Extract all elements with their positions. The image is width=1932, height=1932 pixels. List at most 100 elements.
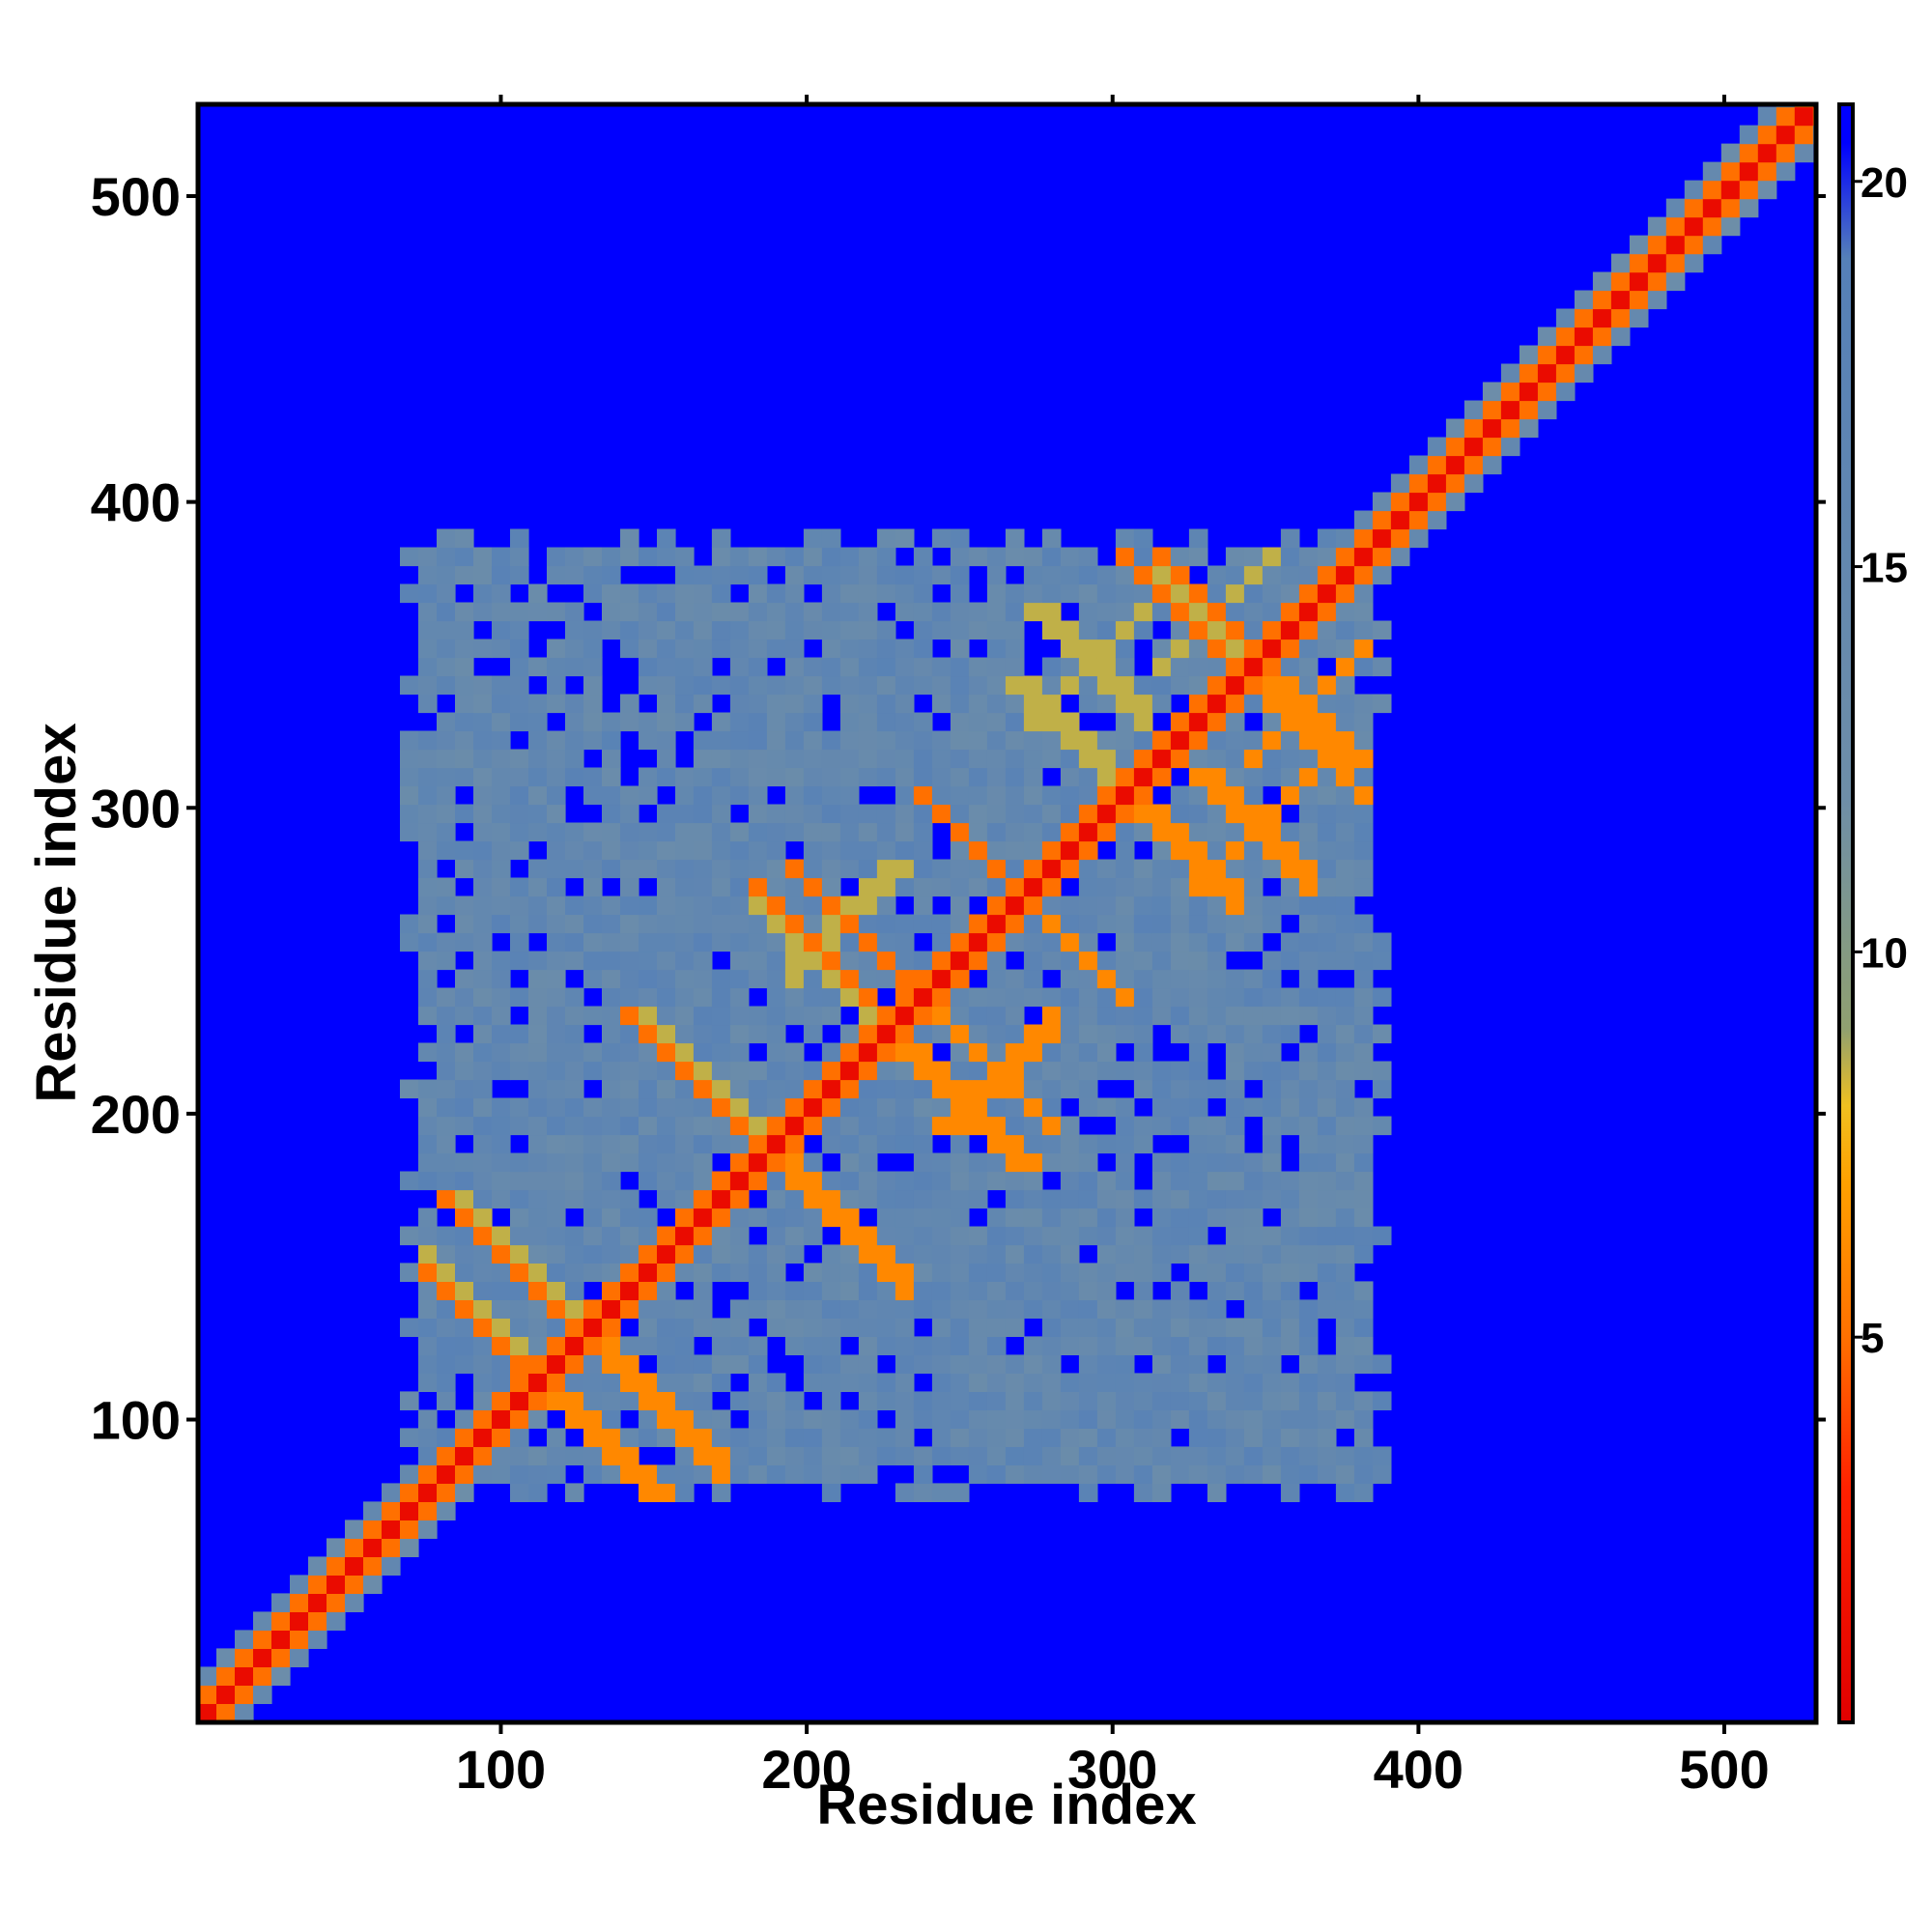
heatmap-cell (913, 1281, 933, 1300)
heatmap-cell (547, 1134, 566, 1154)
heatmap-cell (583, 1428, 603, 1447)
heatmap-cell (602, 969, 621, 989)
heatmap-cell (1207, 1189, 1227, 1209)
heatmap-cell (693, 620, 713, 640)
heatmap-cell (931, 602, 952, 622)
heatmap-cell (766, 1134, 786, 1154)
heatmap-cell (565, 1152, 584, 1173)
heatmap-cell (1317, 547, 1337, 567)
heatmap-cell (602, 1281, 621, 1300)
heatmap-cell (913, 1042, 933, 1063)
heatmap-cell (803, 932, 823, 952)
heatmap-cell (950, 1189, 970, 1209)
heatmap-cell (1207, 639, 1227, 659)
heatmap-cell (1317, 951, 1337, 971)
heatmap-cell (308, 1611, 327, 1631)
heatmap-cell (1023, 1428, 1043, 1447)
heatmap-cell (1262, 1263, 1282, 1282)
heatmap-cell (1335, 987, 1355, 1008)
heatmap-cell (1335, 730, 1355, 751)
heatmap-cell (729, 767, 750, 787)
heatmap-cell (1739, 125, 1759, 145)
heatmap-cell (528, 1116, 548, 1136)
heatmap-cell (711, 895, 731, 916)
heatmap-cell (821, 987, 841, 1008)
heatmap-cell (876, 1373, 896, 1392)
heatmap-cell (437, 1079, 456, 1099)
heatmap-cell (1096, 1134, 1117, 1154)
heatmap-cell (437, 602, 456, 622)
heatmap-cell (803, 804, 823, 824)
heatmap-cell (766, 712, 786, 732)
heatmap-cell (1115, 528, 1135, 549)
heatmap-cell (1317, 712, 1337, 732)
heatmap-cell (510, 712, 529, 732)
heatmap-cell (729, 1061, 750, 1081)
heatmap-cell (1078, 969, 1098, 989)
heatmap-cell (583, 1042, 603, 1063)
heatmap-cell (583, 694, 603, 714)
heatmap-cell (748, 1006, 768, 1026)
heatmap-cell (473, 785, 493, 806)
heatmap-cell (455, 1318, 474, 1337)
heatmap-cell (1280, 583, 1300, 604)
heatmap-cell (1170, 785, 1190, 806)
heatmap-cell (931, 1152, 952, 1173)
heatmap-cell (675, 987, 695, 1008)
heatmap-cell (547, 1318, 566, 1337)
heatmap-cell (620, 987, 639, 1008)
heatmap-cell (839, 1318, 860, 1337)
heatmap-cell (1298, 1409, 1319, 1429)
heatmap-cell (510, 1171, 529, 1191)
heatmap-cell (1041, 1373, 1062, 1392)
heatmap-cell (1243, 877, 1264, 897)
heatmap-cell (418, 914, 438, 934)
heatmap-cell (950, 1152, 970, 1173)
heatmap-cell (528, 1134, 548, 1154)
heatmap-cell (1078, 1006, 1098, 1026)
heatmap-cell (1078, 749, 1098, 769)
heatmap-cell (528, 1391, 548, 1410)
heatmap-cell (1096, 914, 1117, 934)
heatmap-cell (1353, 951, 1374, 971)
heatmap-cell (1115, 1226, 1135, 1246)
heatmap-cell (510, 1244, 529, 1264)
heatmap-cell (510, 895, 529, 916)
heatmap-cell (1207, 1373, 1227, 1392)
heatmap-cell (1041, 951, 1062, 971)
heatmap-cell (400, 1538, 419, 1557)
heatmap-cell (455, 1263, 474, 1282)
heatmap-cell (858, 1134, 878, 1154)
heatmap-cell (1243, 1318, 1264, 1337)
heatmap-cell (1060, 712, 1080, 732)
heatmap-cell (1353, 1152, 1374, 1173)
heatmap-cell (986, 1097, 1007, 1118)
heatmap-cell (1739, 143, 1759, 163)
heatmap-cell (1170, 565, 1190, 585)
heatmap-cell (1353, 1134, 1374, 1154)
heatmap-cell (639, 951, 658, 971)
heatmap-cell (1207, 987, 1227, 1008)
heatmap-cell (1776, 106, 1796, 127)
heatmap-cell (437, 1097, 456, 1118)
heatmap-cell (784, 1079, 805, 1099)
heatmap-cell (858, 767, 878, 787)
heatmap-cell (492, 785, 511, 806)
heatmap-cell (418, 1501, 438, 1520)
heatmap-cell (602, 785, 621, 806)
heatmap-cell (784, 1391, 805, 1410)
heatmap-cell (1317, 785, 1337, 806)
heatmap-cell (657, 1263, 676, 1282)
heatmap-cell (1262, 1024, 1282, 1044)
heatmap-cell (1243, 1042, 1264, 1063)
heatmap-cell (528, 1299, 548, 1319)
heatmap-cell (510, 547, 529, 567)
heatmap-cell (1188, 1244, 1208, 1264)
heatmap-cell (858, 1446, 878, 1465)
heatmap-cell (1463, 418, 1484, 439)
heatmap-cell (1335, 1483, 1355, 1502)
heatmap-cell (1151, 804, 1172, 824)
heatmap-cell (1078, 1281, 1098, 1300)
heatmap-cell (547, 1299, 566, 1319)
heatmap-cell (1188, 1464, 1208, 1484)
